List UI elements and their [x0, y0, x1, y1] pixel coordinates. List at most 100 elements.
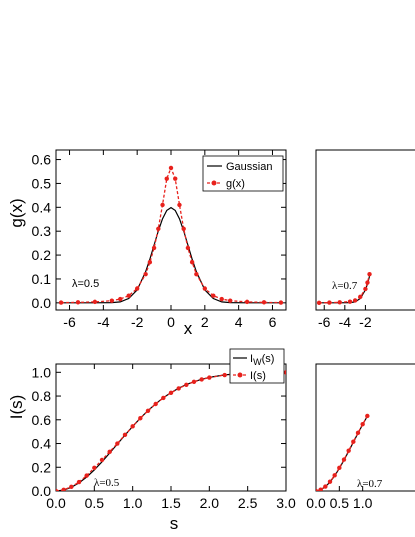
data-point-marker: [130, 424, 135, 429]
data-point-marker: [323, 484, 328, 489]
x-tick-label: 6: [269, 314, 277, 330]
data-point-marker: [318, 487, 323, 491]
data-point-marker: [341, 457, 347, 462]
data-point-marker: [56, 488, 59, 491]
data-point-marker: [76, 479, 82, 485]
x-tick-label: 0.5: [330, 495, 350, 511]
x-tick-label: -2: [131, 314, 144, 330]
x-axis-label: s: [170, 514, 179, 533]
data-point-marker: [360, 421, 365, 427]
data-point-marker: [244, 299, 250, 305]
data-point-marker: [346, 448, 351, 453]
data-point-marker: [327, 300, 332, 305]
data-point-marker: [156, 226, 161, 232]
series-line-Gaussian: [61, 206, 281, 304]
data-point-marker: [352, 298, 358, 303]
axes-frame: [315, 363, 415, 492]
data-point-marker: [283, 370, 286, 375]
data-point-marker: [189, 260, 195, 265]
data-point-marker: [365, 280, 370, 285]
data-point-marker: [69, 484, 74, 490]
data-point-marker: [227, 298, 233, 303]
data-point-marker: [358, 294, 363, 300]
lambda-annotation: λ=0.5: [72, 278, 99, 290]
data-point-marker: [92, 299, 98, 305]
data-point-marker: [347, 299, 353, 304]
data-point-marker: [316, 300, 322, 306]
x-tick-label: -2: [359, 314, 372, 330]
y-tick-label: 0.6: [32, 412, 52, 428]
x-tick-label: -4: [339, 314, 352, 330]
data-point-marker: [176, 386, 181, 391]
legend-label-iw: IW(s): [250, 353, 274, 367]
data-point-marker: [164, 176, 169, 181]
y-tick-label: 0.6: [32, 152, 52, 168]
data-point-marker: [367, 271, 372, 277]
x-tick-label: 4: [235, 314, 243, 330]
data-point-marker: [327, 479, 333, 484]
data-point-marker: [126, 293, 131, 298]
data-point-marker: [199, 377, 204, 382]
axes-frame: [55, 149, 287, 311]
y-tick-label: 0.2: [32, 247, 52, 263]
data-point-marker: [194, 271, 199, 277]
data-point-marker: [75, 300, 81, 305]
data-point-marker: [173, 176, 178, 181]
y-tick-label: 0.1: [32, 271, 52, 287]
y-tick-label: 1.0: [32, 364, 52, 380]
data-point-marker: [211, 293, 216, 298]
data-point-marker: [337, 300, 342, 305]
data-point-marker: [61, 487, 66, 491]
x-tick-label: -4: [97, 314, 110, 330]
x-tick-label: 0.5: [85, 495, 105, 511]
data-point-marker: [143, 271, 148, 277]
data-point-marker: [177, 202, 182, 208]
data-point-marker: [332, 473, 337, 478]
data-point-marker: [168, 165, 174, 171]
data-point-marker: [363, 286, 368, 292]
data-point-marker: [355, 430, 361, 436]
data-point-marker: [107, 449, 112, 455]
lambda-annotation: λ=0.5: [94, 477, 120, 489]
data-point-marker: [118, 296, 123, 302]
x-tick-label: 0.0: [46, 495, 66, 511]
panel-bottom-right: 0.0 0.5 1.0 λ=0.7: [306, 363, 415, 511]
legend-box: [202, 155, 284, 192]
x-tick-label: 3.0: [276, 495, 296, 511]
data-point-marker: [145, 408, 151, 413]
y-tick-label: 0.2: [32, 459, 52, 475]
legend-top-left-panel: Gaussian g(x): [202, 155, 284, 192]
data-point-marker: [202, 286, 208, 291]
data-point-marker: [99, 457, 105, 463]
y-tick-label: 0.4: [32, 436, 52, 452]
lambda-annotation: λ=0.7: [332, 280, 358, 292]
data-point-marker: [207, 375, 212, 380]
panel-top-left: -6 -4 -2 0 2 4 6 0.0 0.1 0.2 0.3 0.4 0.5 0.6 x g(x) λ=0.…: [7, 149, 287, 338]
data-point-marker: [191, 379, 197, 385]
x-tick-label: 0.0: [306, 495, 326, 511]
data-point-marker: [109, 298, 115, 303]
data-point-marker: [219, 296, 224, 302]
data-point-marker: [147, 260, 153, 265]
data-point-marker: [365, 413, 370, 419]
data-point-marker: [58, 300, 64, 305]
series-line-I_W(s): [56, 371, 286, 491]
data-point-marker: [337, 465, 342, 471]
x-tick-label: 0: [167, 314, 175, 330]
legend-bottom-left-panel: IW(s) I(s): [229, 348, 285, 384]
x-tick-label: -6: [318, 314, 331, 330]
y-axis-label: g(x): [7, 198, 26, 227]
data-point-marker: [92, 465, 97, 471]
x-axis-label: x: [184, 319, 193, 338]
x-tick-label: 2.5: [238, 495, 258, 511]
panel-top-right: -6 -4 -2 λ=0.7: [315, 149, 415, 330]
legend-marker-gx: [211, 180, 217, 186]
panel-bottom-left: 0.0 0.5 1.0 1.5 2.0 2.5 3.0 0.0 0.2 0.4 0.6 0.8 1.0 s…: [7, 363, 296, 533]
lambda-annotation: λ=0.7: [357, 478, 383, 490]
data-point-marker: [122, 432, 128, 438]
x-tick-label: 1.0: [353, 495, 373, 511]
legend-marker-is: [237, 372, 243, 378]
data-point-marker: [168, 390, 174, 396]
y-tick-label: 0.0: [32, 483, 52, 499]
y-axis-label: I(s): [7, 395, 26, 420]
